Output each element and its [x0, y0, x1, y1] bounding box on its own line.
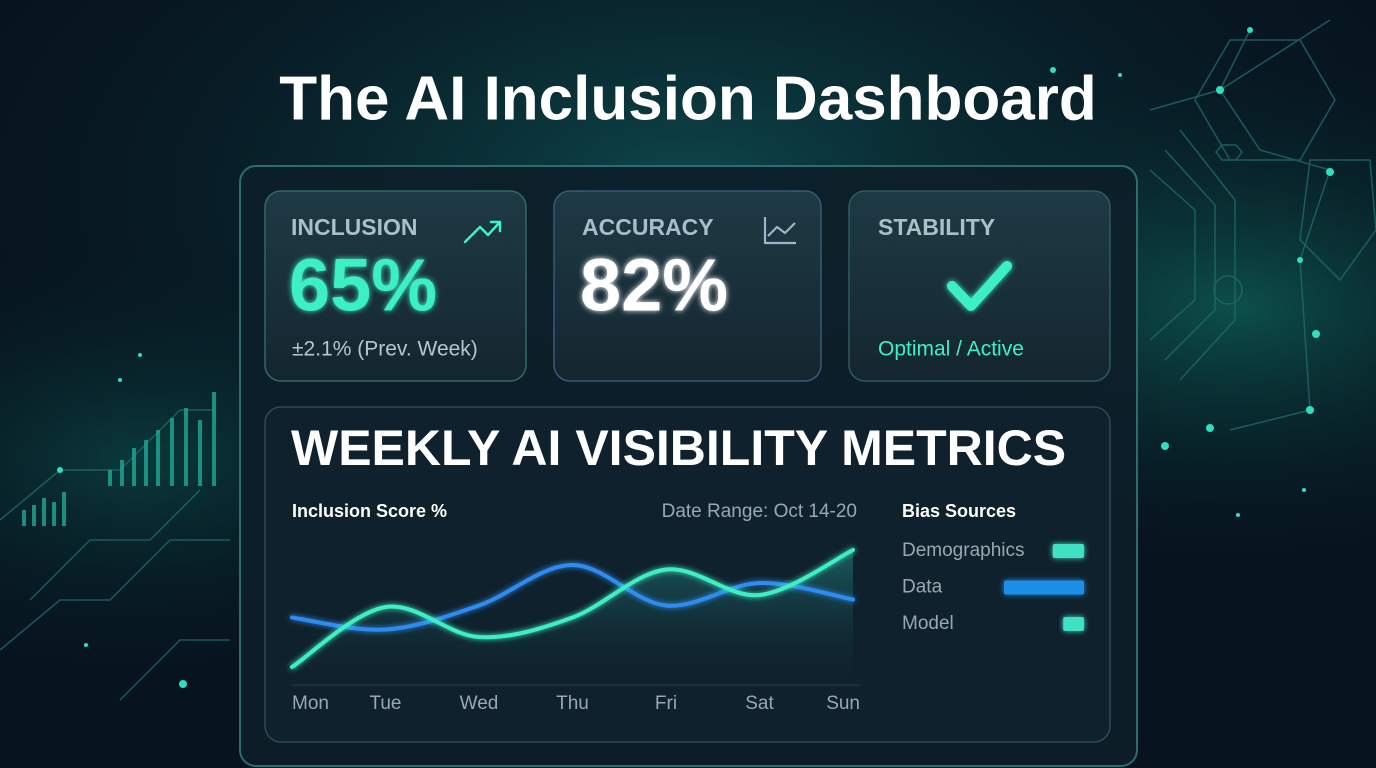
line: [290, 562, 855, 632]
kpi-label: ACCURACY: [582, 214, 714, 240]
bar: [1004, 580, 1084, 595]
x-tick-label: Fri: [655, 693, 677, 714]
chart-title: Inclusion Score %: [292, 501, 447, 521]
trend-icon: [463, 220, 502, 244]
x-tick-label: Wed: [460, 693, 499, 714]
chart-subtitle: Date Range: Oct 14-20: [662, 501, 857, 522]
chart-icon: [763, 217, 796, 245]
kpi-card: [553, 190, 822, 382]
bar: [1052, 544, 1084, 558]
kpi-value: 65%: [289, 244, 437, 327]
kpi-card: [848, 190, 1111, 382]
kpi-value: 82%: [580, 244, 728, 327]
bar-label: Demographics: [902, 540, 1025, 561]
x-tick-label: Mon: [292, 693, 329, 714]
check-icon: [947, 261, 1012, 311]
page-title: The AI Inclusion Dashboard: [279, 64, 1097, 133]
decoration: [57, 27, 1334, 688]
kpi-label: INCLUSION: [291, 214, 418, 240]
x-tick-label: Sun: [826, 693, 860, 714]
kpi-note: ±2.1% (Prev. Week): [292, 338, 478, 361]
kpi-label: STABILITY: [878, 214, 995, 240]
x-tick-label: Sat: [745, 693, 774, 714]
kpi-card: [264, 190, 527, 382]
kpi-status: Optimal / Active: [878, 338, 1024, 361]
section-title: WEEKLY AI VISIBILITY METRICS: [291, 420, 1066, 476]
bar-label: Data: [902, 577, 943, 598]
x-tick-label: Tue: [369, 693, 401, 714]
x-tick-label: Thu: [556, 693, 589, 714]
bias-title: Bias Sources: [902, 501, 1016, 521]
decoration: [22, 392, 216, 526]
plot: Mon Tue Wed Thu Fri Sat Sun Demographics Data Mod…: [290, 540, 1084, 714]
bar: [1063, 617, 1084, 631]
line: [290, 548, 855, 669]
bar-label: Model: [902, 613, 954, 634]
